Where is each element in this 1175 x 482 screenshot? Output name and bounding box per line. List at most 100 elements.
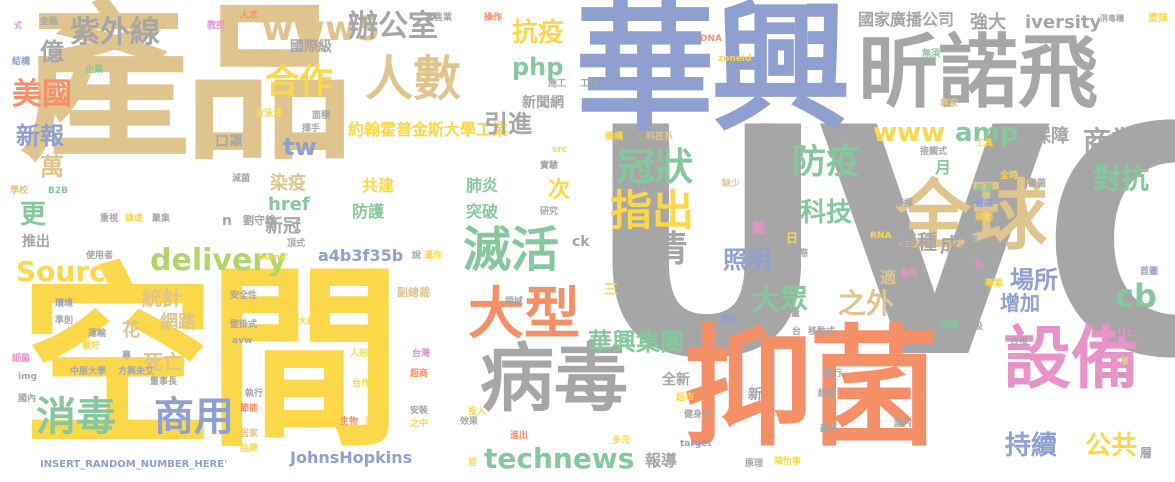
word: 生物 [340, 417, 359, 427]
word: 破壞 [940, 321, 959, 331]
word: 準則 [55, 316, 74, 326]
word: 操作 [484, 13, 503, 23]
word: 新報 [16, 122, 64, 150]
word: 層 [1140, 446, 1153, 460]
word: 吸 [974, 322, 984, 332]
word: avw [232, 336, 253, 346]
word: 式 [14, 21, 22, 30]
word: INSERT_RANDOM_NUMBER_HERE' [40, 459, 228, 470]
word: 防護 [352, 202, 385, 221]
word: technews [484, 442, 635, 475]
word: 萬 [40, 153, 64, 181]
word: 滅活 [463, 222, 560, 278]
word: 消毒 [36, 394, 116, 440]
word: a [292, 414, 302, 430]
word: 國際級 [290, 39, 332, 55]
word: 面積 [312, 111, 331, 121]
word: 指出 [610, 186, 695, 235]
word: 工作 [580, 79, 599, 89]
word: RNA [870, 231, 892, 241]
word: 花 [122, 320, 140, 341]
word: 余泳濤 [255, 109, 283, 119]
word: 中原大學 [70, 367, 107, 377]
word: 推出 [22, 234, 50, 250]
word: 華興集團 [588, 328, 684, 356]
word: 昕諾飛 [858, 26, 1098, 119]
word: www [873, 118, 946, 148]
word: 引進 [484, 110, 532, 138]
word: 變種 [897, 230, 937, 254]
word: 產品 [20, 0, 354, 184]
word: src [552, 145, 568, 155]
word: 缺少 [722, 179, 741, 189]
word: JohnsHopkins [290, 448, 413, 467]
word: 鹽鐵 [975, 199, 994, 209]
word: 人數 [365, 51, 462, 107]
word: 戴 [752, 221, 766, 237]
word: 染疫 [270, 173, 306, 194]
word: iversity [1025, 12, 1102, 33]
word: 燈具 [764, 223, 783, 233]
word: 華興 [575, 0, 851, 151]
word: 空間 [20, 246, 402, 473]
word: 機構 [605, 132, 624, 142]
word: 國際 [790, 249, 809, 259]
word: 統計 [142, 286, 182, 310]
word: 病毒 [480, 336, 628, 422]
word: 約翰霍普金斯大學工業 [348, 120, 509, 139]
word: DNA [700, 34, 722, 44]
word: UVC [585, 61, 1175, 428]
word: 之外 [838, 287, 895, 320]
word: 商業 [1083, 125, 1140, 158]
word: NBC [1064, 274, 1102, 293]
word: 大眾 [752, 283, 809, 316]
word: a4b3f35b [318, 246, 404, 265]
word: 科技系 [646, 132, 674, 142]
word: 新冠 [265, 216, 301, 237]
word: B2B [48, 186, 68, 196]
word: 重視 [100, 214, 119, 224]
word: 全新 [662, 372, 690, 388]
word: Source [16, 255, 125, 288]
word: 副總裁 [397, 286, 430, 299]
word: href [268, 194, 310, 215]
word: 細菌 [12, 354, 31, 364]
word: 全球 [895, 171, 1047, 260]
word: target [680, 439, 712, 449]
word: 零售業 [425, 13, 453, 23]
word: delivery [150, 243, 287, 278]
word: 揮手 [302, 124, 321, 134]
word: 國內 [894, 419, 913, 429]
word: 疫情 [615, 229, 688, 270]
word: 來源 [975, 184, 994, 194]
word: 首圖 [1140, 267, 1159, 277]
word: 擺拭 [720, 315, 739, 325]
word: 合作 [265, 62, 333, 102]
word: 超商 [410, 369, 429, 379]
word: 抑菌 [683, 312, 939, 464]
word: 運作 [424, 251, 443, 261]
word: 方興未艾 [118, 367, 155, 377]
word: 報導 [645, 451, 678, 470]
word: ck [572, 234, 590, 250]
word: 持續 [1005, 431, 1058, 461]
word: 死亡 [143, 350, 183, 374]
word: 紫外線 [70, 15, 160, 50]
word: 次 [548, 178, 571, 203]
word: 台 [792, 327, 802, 337]
word: 經驗 [818, 389, 837, 399]
word: 董事長 [150, 377, 178, 387]
word: 辦公室 [348, 9, 438, 44]
word: 增加 [1000, 291, 1040, 315]
word: img [18, 372, 37, 382]
word: 企業 [85, 65, 104, 75]
word: 人才 [240, 11, 259, 21]
word: 對抗 [1093, 162, 1150, 195]
word: 突破 [466, 202, 499, 221]
word: 台灣 [412, 349, 431, 359]
word: 照明 [723, 246, 771, 274]
word: 壁掛式 [230, 320, 258, 330]
word: 月 [935, 158, 952, 177]
word: 肺炎 [466, 176, 499, 195]
